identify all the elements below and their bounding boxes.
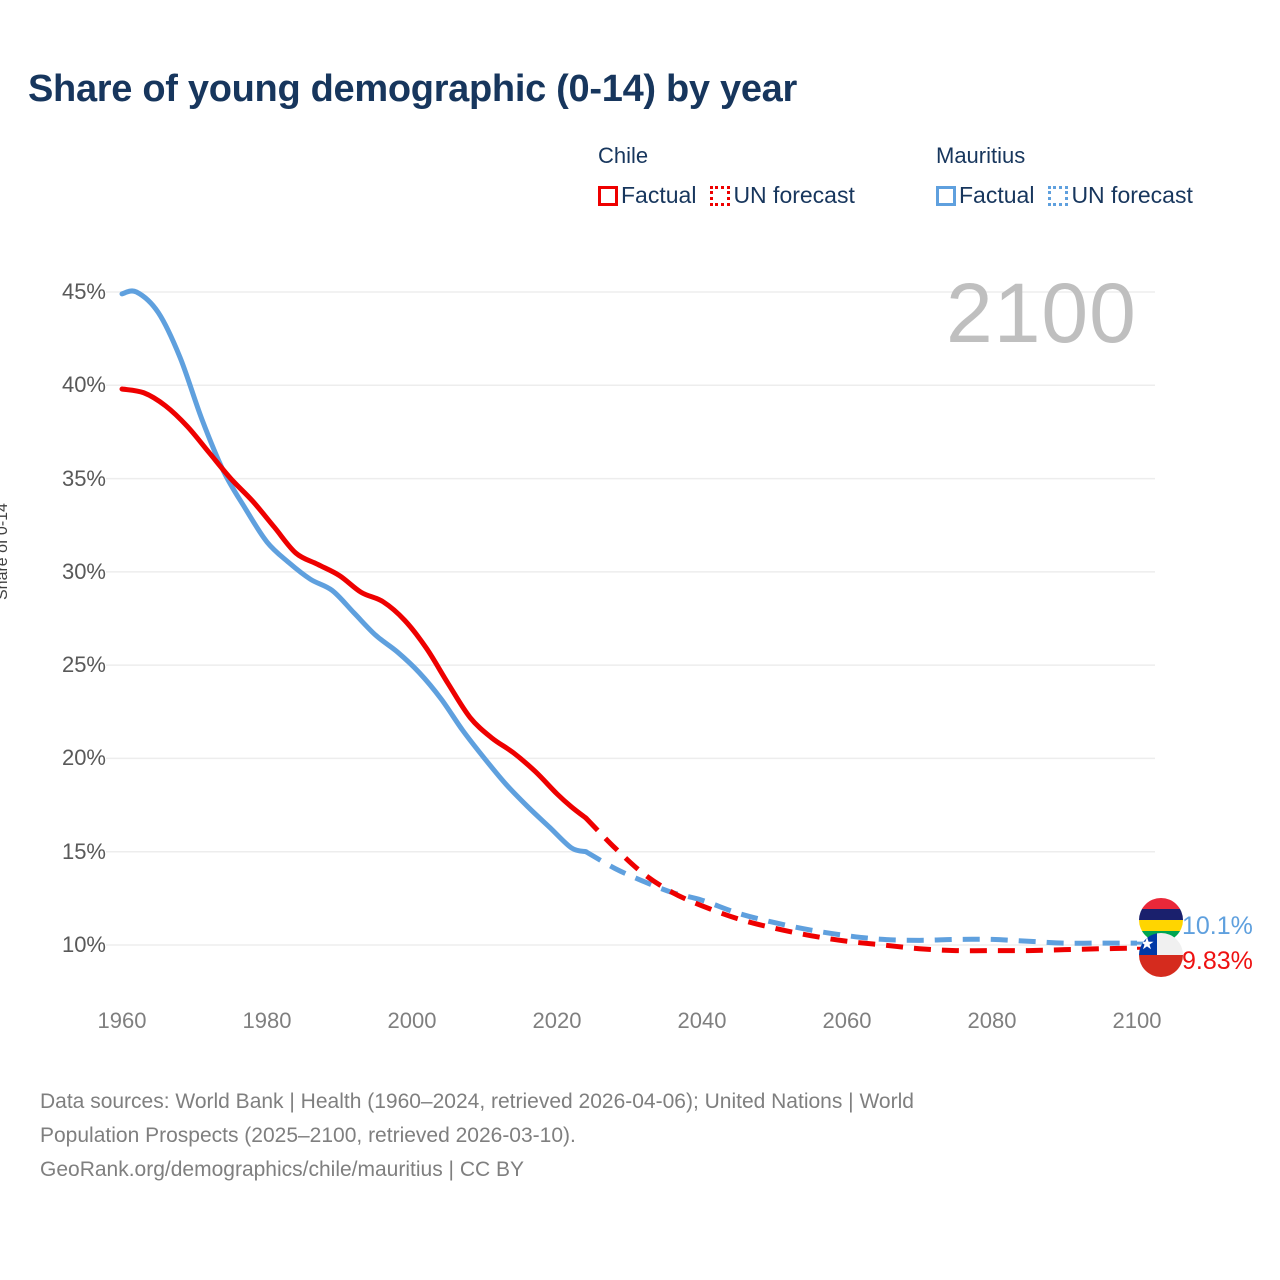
y-axis-tick-label: 20% xyxy=(61,745,106,771)
legend-swatch-solid-icon xyxy=(598,185,618,206)
y-axis-tick-label: 15% xyxy=(61,838,106,864)
footer-line-2: Population Prospects (2025–2100, retriev… xyxy=(40,1124,576,1147)
x-axis-tick-label: 2100 xyxy=(1112,1008,1162,1033)
footer-attribution: Data sources: World Bank | Health (1960–… xyxy=(40,1085,1180,1187)
x-axis-tick-label: 2060 xyxy=(822,1008,872,1033)
legend-entry-label: Factual xyxy=(959,182,1035,208)
chile-flag-icon xyxy=(1139,933,1183,977)
legend-entry-label: Factual xyxy=(621,182,697,208)
page-title: Share of young demographic (0-14) by yea… xyxy=(28,68,798,110)
legend-country-label: Chile xyxy=(598,143,649,168)
legend-swatch-dotted-icon xyxy=(710,185,731,206)
y-axis-tick-label: 25% xyxy=(61,652,106,678)
chart-legend: Chile Factual UN forecast Mauritius Fact… xyxy=(598,143,1258,219)
y-axis-tick-label: 35% xyxy=(61,465,106,491)
legend-swatch-solid-icon xyxy=(936,185,956,206)
legend-group-mauritius: Mauritius Factual UN forecast xyxy=(936,143,1193,209)
end-label-chile: 9.83% xyxy=(1182,947,1253,975)
y-axis-tick-label: 40% xyxy=(61,372,106,398)
legend-swatch-dotted-icon xyxy=(1048,185,1069,206)
legend-entry-label: UN forecast xyxy=(733,182,855,208)
legend-entry-chile-factual[interactable]: Factual xyxy=(598,182,696,209)
legend-country-label: Mauritius xyxy=(936,143,1026,168)
y-axis-tick-label: 45% xyxy=(61,279,106,304)
x-axis-tick-label: 2000 xyxy=(387,1008,437,1033)
chart-plot-svg xyxy=(106,288,1155,956)
footer-line-3: GeoRank.org/demographics/chile/mauritius… xyxy=(40,1158,524,1181)
end-label-mauritius: 10.1% xyxy=(1182,912,1253,940)
footer-line-1: Data sources: World Bank | Health (1960–… xyxy=(40,1090,914,1113)
legend-entry-mauritius-forecast[interactable]: UN forecast xyxy=(1048,182,1193,209)
legend-group-chile: Chile Factual UN forecast xyxy=(598,143,855,209)
x-axis-tick-label: 1980 xyxy=(242,1008,292,1033)
x-axis-tick-label: 1960 xyxy=(97,1008,147,1033)
y-axis-tick-label: 30% xyxy=(61,558,106,584)
legend-entry-label: UN forecast xyxy=(1071,182,1193,208)
x-axis-tick-label: 2080 xyxy=(967,1008,1017,1033)
watermark-year: 2100 xyxy=(946,266,1137,360)
y-axis-tick-label: 10% xyxy=(61,932,106,957)
x-axis-tick-label: 2020 xyxy=(532,1008,582,1033)
x-axis-tick-label: 2040 xyxy=(677,1008,727,1033)
plot-area: Share of 0-14 10% 15% 20% 25% 30% 35% 40% 45% 1… xyxy=(0,266,1253,1033)
legend-entry-chile-forecast[interactable]: UN forecast xyxy=(710,182,855,209)
legend-entry-mauritius-factual[interactable]: Factual xyxy=(936,182,1034,209)
